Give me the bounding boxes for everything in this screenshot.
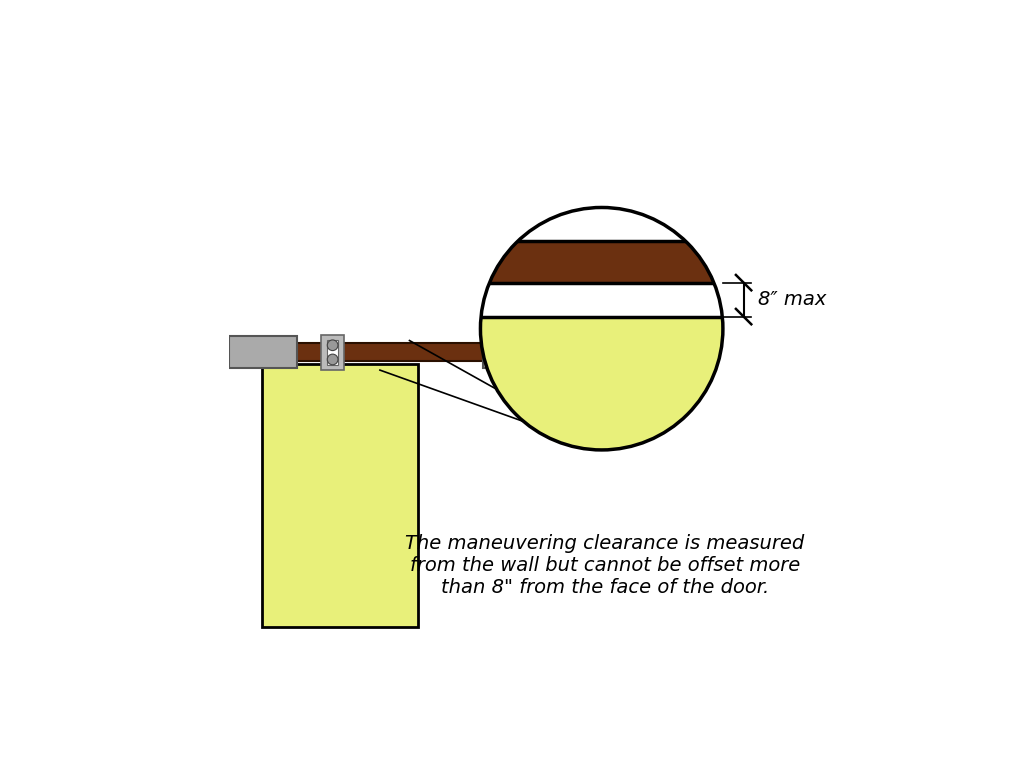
Bar xyxy=(483,336,518,369)
Bar xyxy=(262,364,419,627)
Bar xyxy=(480,241,723,283)
Text: The maneuvering clearance is measured
from the wall but cannot be offset more
th: The maneuvering clearance is measured fr… xyxy=(406,534,804,597)
Bar xyxy=(229,336,297,369)
Text: 8″ max: 8″ max xyxy=(759,290,826,309)
Bar xyxy=(480,316,723,450)
Bar xyxy=(247,343,501,361)
Circle shape xyxy=(328,354,338,365)
Circle shape xyxy=(328,340,338,350)
Bar xyxy=(322,335,344,369)
Bar xyxy=(328,340,338,365)
Circle shape xyxy=(480,207,723,450)
Bar xyxy=(480,283,723,316)
